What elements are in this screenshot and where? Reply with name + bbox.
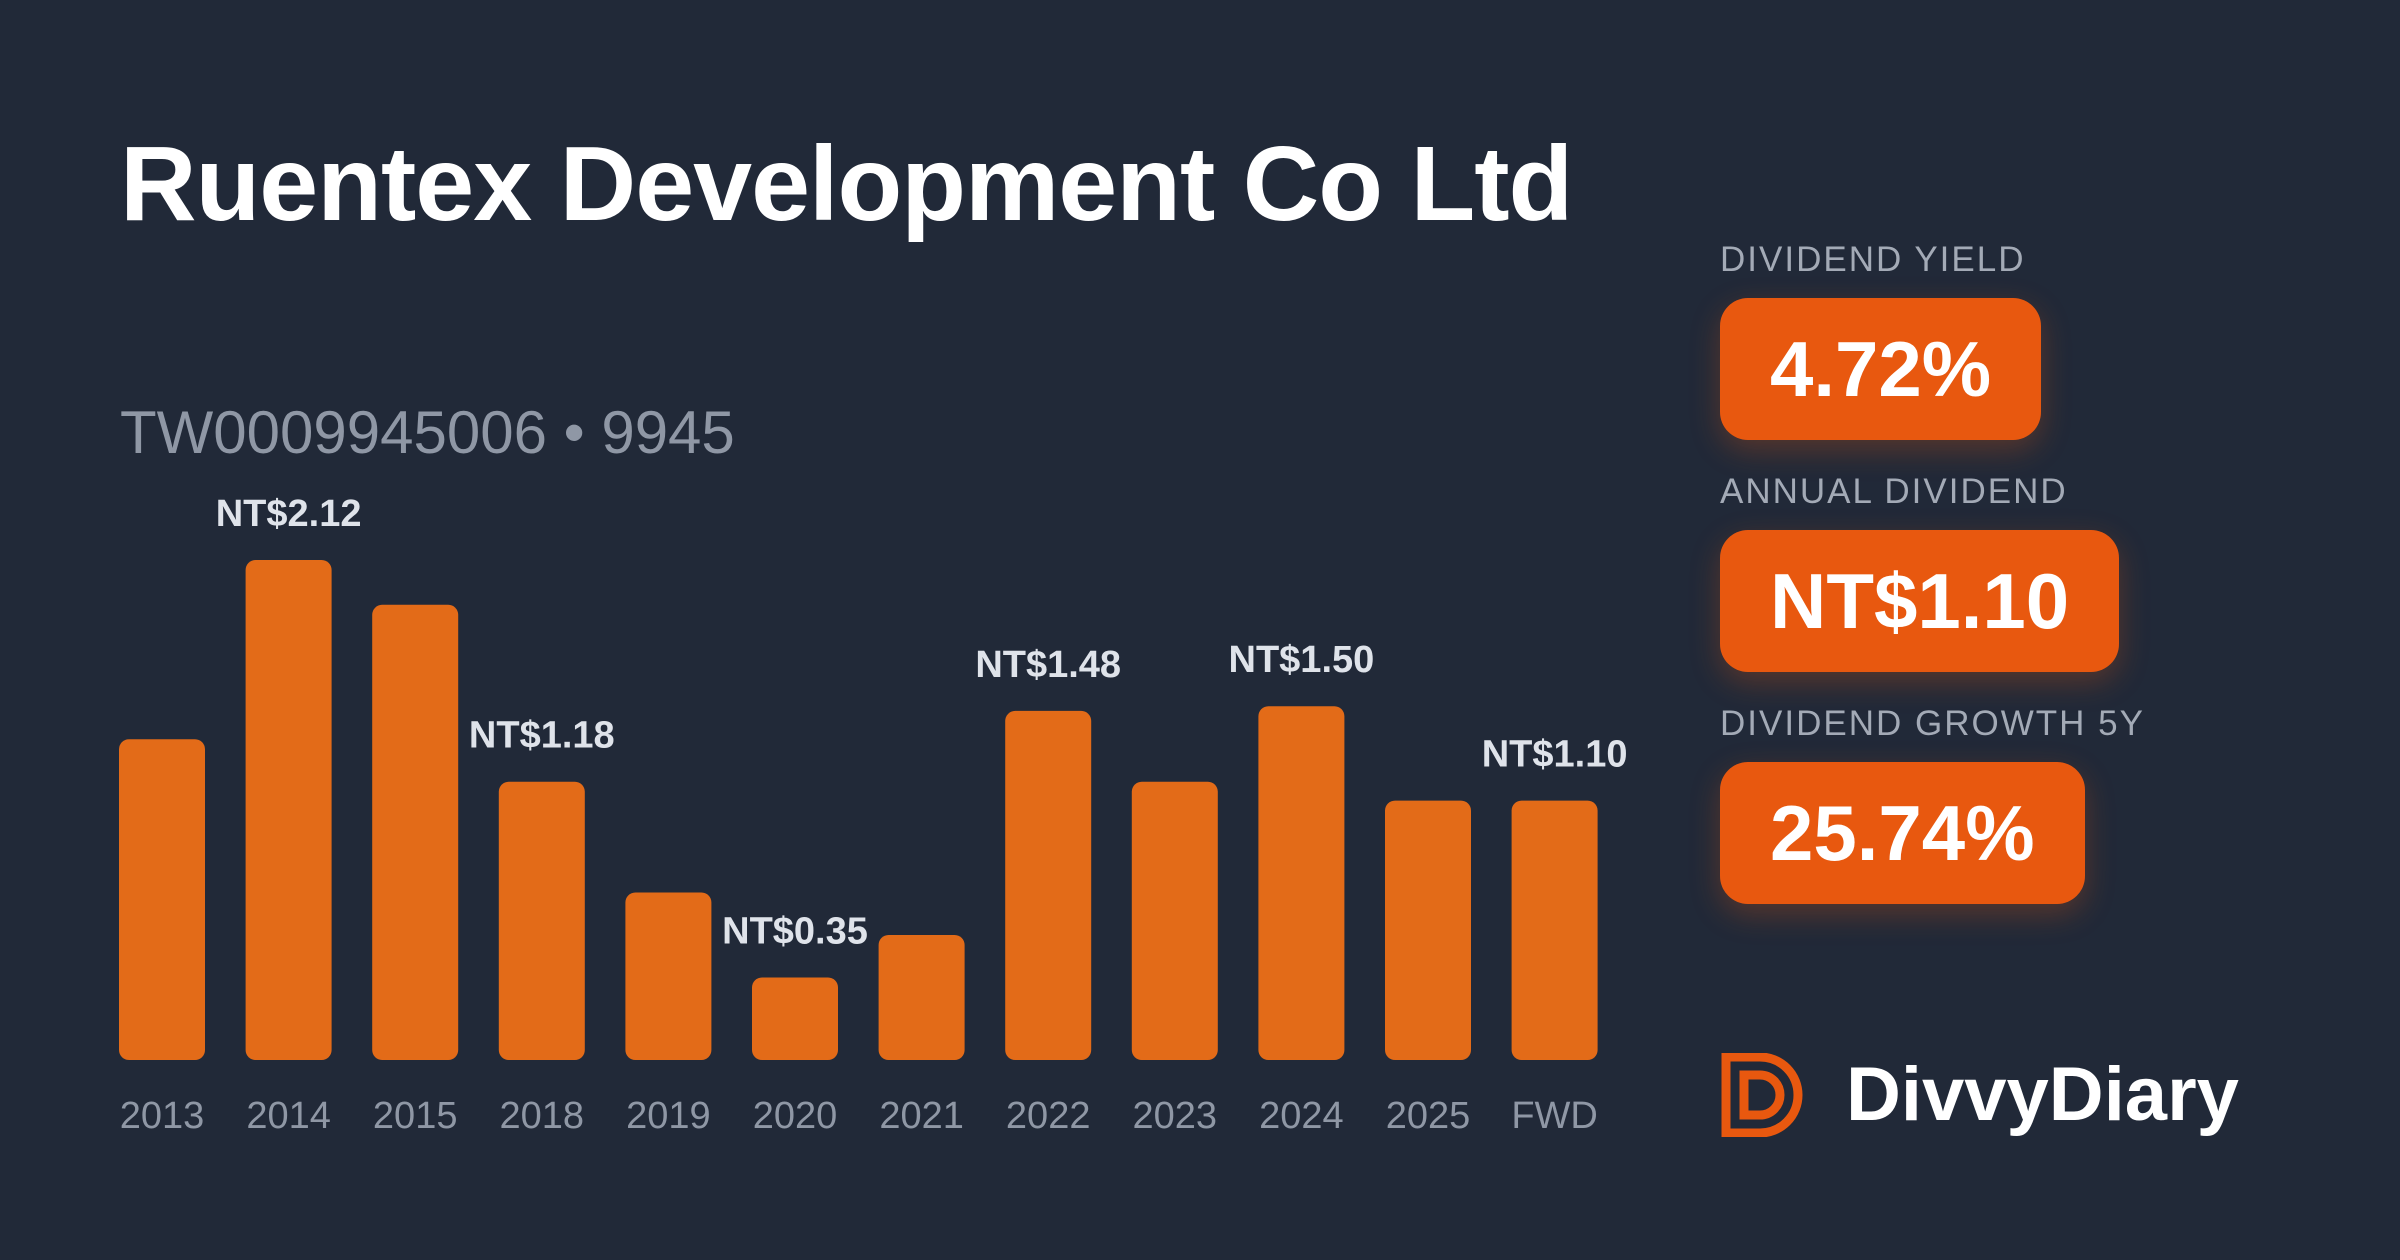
bar-value-label: NT$1.50 bbox=[1229, 639, 1375, 681]
x-tick-label: FWD bbox=[1511, 1095, 1598, 1137]
stat-annual-dividend: ANNUAL DIVIDEND NT$1.10 bbox=[1720, 472, 2340, 672]
ticker-subtitle: TW0009945006 • 9945 bbox=[120, 399, 735, 466]
x-tick-label: 2021 bbox=[879, 1095, 964, 1137]
bar-value-label: NT$1.48 bbox=[975, 644, 1121, 686]
page-title: Ruentex Development Co Ltd bbox=[120, 125, 1573, 243]
stat-label: ANNUAL DIVIDEND bbox=[1720, 472, 2068, 511]
stat-dividend-yield: DIVIDEND YIELD 4.72% bbox=[1720, 240, 2340, 440]
brand: DivvyDiary bbox=[1720, 1050, 2239, 1140]
x-tick-label: 2022 bbox=[1006, 1095, 1091, 1137]
x-tick-label: 2020 bbox=[753, 1095, 838, 1137]
bar-2018 bbox=[498, 781, 585, 1060]
bar-2020 bbox=[752, 977, 838, 1060]
x-tick-label: 2013 bbox=[120, 1095, 205, 1137]
bar-2013 bbox=[119, 739, 205, 1060]
stat-dividend-growth: DIVIDEND GROWTH 5Y 25.74% bbox=[1720, 704, 2340, 904]
x-tick-label: 2025 bbox=[1386, 1095, 1471, 1137]
dividend-bar-chart: 2013 2014 NT$2.12 2015 2018 NT$1.18 2019 2020 NT… bbox=[119, 493, 1628, 1137]
bar-2021 bbox=[878, 935, 965, 1060]
bar-2019 bbox=[625, 892, 712, 1060]
bar-value-label: NT$1.10 bbox=[1482, 734, 1628, 776]
stat-value-pill: NT$1.10 bbox=[1720, 530, 2120, 672]
bar-2025 bbox=[1385, 800, 1471, 1060]
stats-panel: DIVIDEND YIELD 4.72% ANNUAL DIVIDEND NT$… bbox=[1720, 240, 2340, 936]
stat-value-pill: 25.74% bbox=[1720, 762, 2085, 904]
bar-value-label: NT$1.18 bbox=[469, 715, 615, 757]
brand-name: DivvyDiary bbox=[1846, 1052, 2239, 1137]
x-tick-label: 2019 bbox=[626, 1095, 711, 1137]
bar-2014 bbox=[245, 560, 332, 1060]
x-tick-label: 2018 bbox=[500, 1095, 585, 1137]
bar-value-label: NT$0.35 bbox=[722, 911, 868, 953]
stat-label: DIVIDEND YIELD bbox=[1720, 240, 2026, 279]
bar-2022 bbox=[1005, 710, 1092, 1060]
stat-value-pill: 4.72% bbox=[1720, 298, 2042, 440]
bar-fwd bbox=[1511, 800, 1598, 1060]
x-tick-label: 2015 bbox=[373, 1095, 458, 1137]
divvydiary-logo-icon bbox=[1721, 1053, 1803, 1137]
stat-label: DIVIDEND GROWTH 5Y bbox=[1720, 704, 2145, 743]
bar-2023 bbox=[1131, 781, 1218, 1060]
bar-2015 bbox=[372, 604, 459, 1060]
bar-2024 bbox=[1258, 706, 1345, 1060]
x-tick-label: 2014 bbox=[246, 1095, 331, 1137]
x-tick-label: 2024 bbox=[1259, 1095, 1344, 1137]
bar-value-label: NT$2.12 bbox=[216, 493, 362, 535]
x-tick-label: 2023 bbox=[1133, 1095, 1218, 1137]
